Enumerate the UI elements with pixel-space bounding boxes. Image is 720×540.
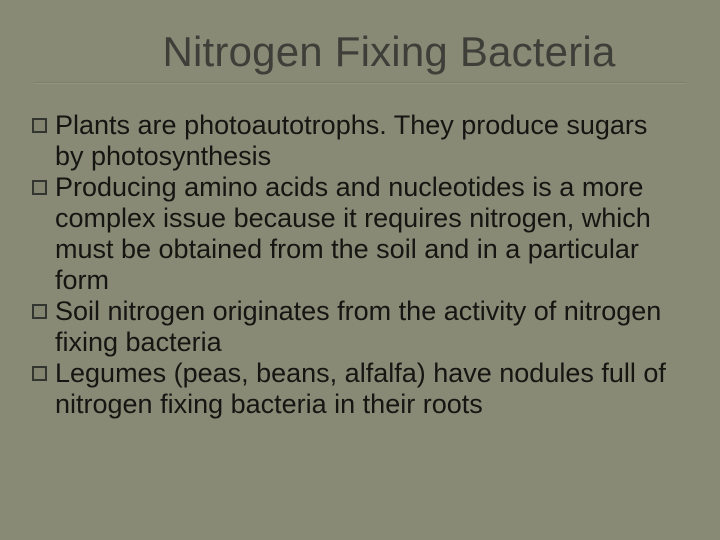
slide-body: Plants are photoautotrophs. They produce… xyxy=(26,110,694,420)
bullet-text: Plants are photoautotrophs. They produce… xyxy=(55,110,682,172)
bullet-text: Producing amino acids and nucleotides is… xyxy=(55,172,682,296)
bullet-text: Soil nitrogen originates from the activi… xyxy=(55,296,682,358)
list-item: Legumes (peas, beans, alfalfa) have nodu… xyxy=(32,358,682,420)
slide-title-wrap: Nitrogen Fixing Bacteria xyxy=(104,28,674,76)
list-item: Plants are photoautotrophs. They produce… xyxy=(32,110,682,172)
title-divider xyxy=(34,82,686,84)
square-bullet-icon xyxy=(32,366,47,381)
list-item: Producing amino acids and nucleotides is… xyxy=(32,172,682,296)
list-item: Soil nitrogen originates from the activi… xyxy=(32,296,682,358)
square-bullet-icon xyxy=(32,118,47,133)
slide-title: Nitrogen Fixing Bacteria xyxy=(104,28,674,76)
square-bullet-icon xyxy=(32,180,47,195)
bullet-text: Legumes (peas, beans, alfalfa) have nodu… xyxy=(55,358,682,420)
square-bullet-icon xyxy=(32,304,47,319)
